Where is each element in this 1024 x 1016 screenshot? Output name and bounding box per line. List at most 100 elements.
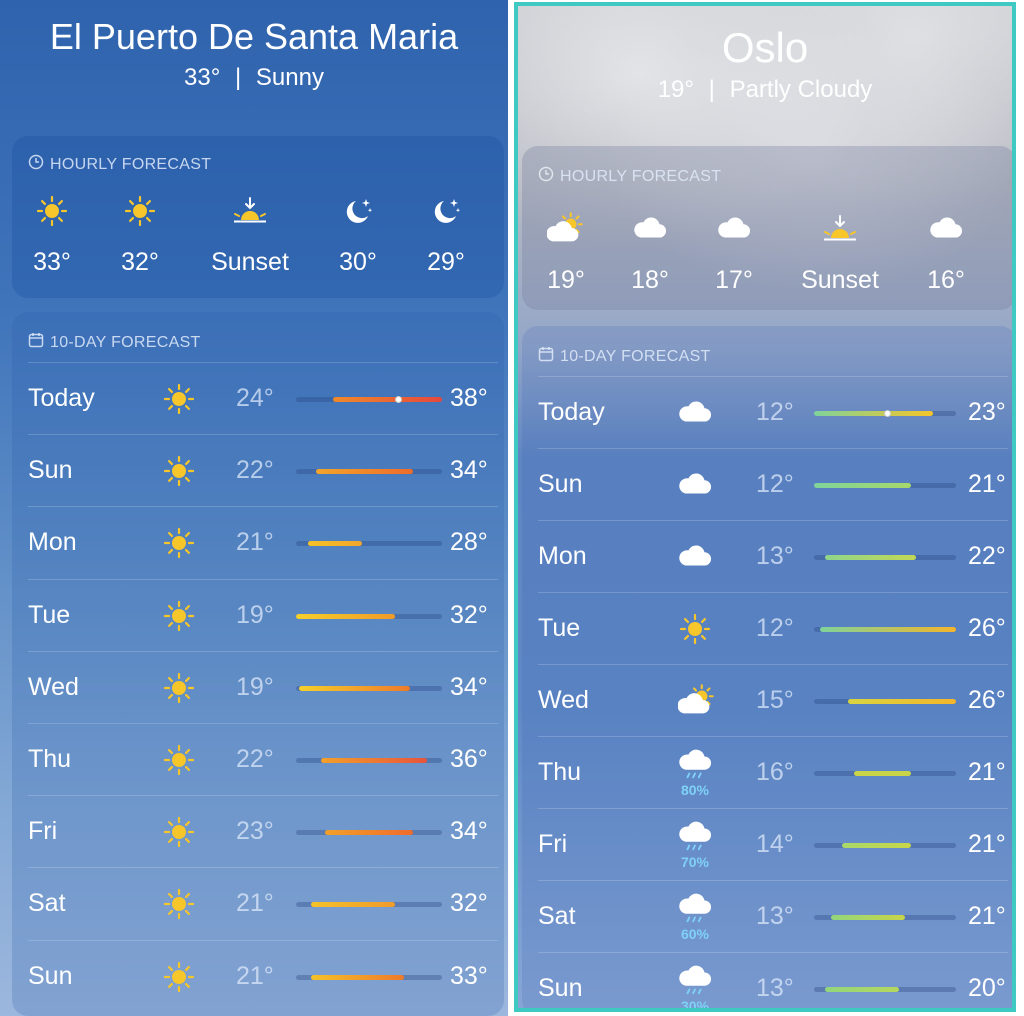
weather-panel-left: El Puerto De Santa Maria 33° | Sunny HOU… — [0, 0, 508, 1016]
temp-range-track — [296, 613, 442, 619]
temp-range-track — [296, 396, 442, 403]
daily-row[interactable]: Mon 21° 28° — [28, 506, 498, 578]
calendar-icon — [28, 332, 44, 353]
clock-icon — [538, 166, 554, 187]
daily-row[interactable]: Sun 30% 13° 20° — [538, 952, 1008, 1008]
partly-cloudy-icon — [531, 212, 601, 246]
hourly-label: 16° — [927, 266, 965, 294]
temp-range-track — [814, 699, 956, 704]
low-temp: 19° — [236, 600, 274, 629]
temp-range-bar — [831, 915, 905, 920]
low-temp: 24° — [236, 384, 274, 412]
daily-row[interactable]: Today 24° 38° — [28, 362, 498, 434]
hourly-item: 19° — [531, 212, 601, 295]
daily-row[interactable]: Thu 80% 16° 21° — [538, 736, 1008, 808]
high-temp: 20° — [968, 974, 1006, 1002]
row-divider — [538, 880, 1008, 881]
low-temp: 12° — [756, 398, 794, 426]
hourly-label: 18° — [631, 266, 669, 294]
cloud-rain-icon — [678, 964, 714, 1000]
daily-row[interactable]: Sat 60% 13° 21° — [538, 880, 1008, 952]
temp-range-track — [814, 627, 956, 632]
low-temp: 23° — [236, 817, 274, 846]
row-divider — [538, 808, 1008, 809]
high-temp: 21° — [968, 758, 1006, 786]
partly-cloudy-icon — [677, 684, 714, 720]
temp-range-track — [296, 469, 442, 475]
daily-row[interactable]: Thu 22° 36° — [28, 723, 498, 795]
temp-range-track — [814, 410, 956, 417]
sun-icon — [162, 960, 198, 996]
high-temp: 21° — [968, 830, 1006, 858]
daily-row[interactable]: Fri 23° 34° — [28, 795, 498, 867]
cloud-icon — [615, 212, 685, 246]
day-label: Thu — [538, 758, 582, 786]
day-label: Tue — [538, 614, 581, 642]
hourly-item: 33° — [17, 194, 87, 277]
daily-row[interactable]: Wed 19° 34° — [28, 650, 498, 723]
temp-range-track — [814, 555, 956, 560]
hourly-forecast-card[interactable]: HOURLY FORECAST 19° 18° 17° Sunset 16° — [522, 146, 1012, 310]
daily-row[interactable]: Tue 19° 32° — [28, 578, 498, 651]
temp-range-bar — [298, 685, 410, 691]
temp-range-track — [296, 758, 442, 763]
daily-row[interactable]: Sun 22° 34° — [28, 434, 498, 506]
low-temp: 13° — [756, 974, 794, 1002]
daily-row[interactable]: Tue 12° 26° — [538, 592, 1008, 664]
low-temp: 22° — [236, 745, 274, 773]
temp-range-track — [296, 830, 442, 836]
sun-icon — [162, 382, 198, 418]
hourly-forecast-card[interactable]: HOURLY FORECAST 33° 32° Sunset 30° 29° — [12, 136, 504, 298]
city-name: Oslo — [721, 24, 809, 71]
ten-day-forecast-card[interactable]: 10-DAY FORECAST Today 12° 23° Sun 12° 21° Mon 1… — [522, 326, 1012, 1008]
hourly-label: 29° — [427, 248, 465, 276]
sun-icon — [105, 194, 175, 228]
low-temp: 12° — [756, 470, 794, 498]
daily-row[interactable]: Today 12° 23° — [538, 376, 1008, 448]
current-conditions: 33° | Sunny — [0, 64, 508, 92]
sunset-icon — [785, 212, 895, 246]
low-temp: 12° — [756, 614, 794, 642]
daily-row[interactable]: Sun 21° 33° — [28, 939, 498, 1012]
daily-row[interactable]: Fri 70% 14° 21° — [538, 808, 1008, 880]
separator: | — [235, 64, 242, 91]
temp-range-bar — [307, 541, 362, 547]
temp-range-bar — [310, 902, 396, 908]
sun-icon — [162, 526, 198, 562]
row-divider — [28, 362, 498, 363]
current-conditions: 19° | Partly Cloudy — [518, 76, 1012, 104]
cloud-icon — [678, 396, 714, 432]
hourly-label: 19° — [547, 266, 585, 294]
sun-icon — [162, 887, 198, 923]
sun-icon — [678, 612, 714, 648]
cloud-icon — [911, 212, 981, 246]
cloud-rain-icon — [678, 748, 714, 784]
day-label: Mon — [538, 542, 587, 570]
current-temp: 19° — [657, 76, 694, 103]
row-divider — [28, 578, 498, 580]
temp-range-bar — [853, 771, 911, 776]
row-divider — [538, 664, 1008, 665]
temp-range-track — [296, 902, 442, 908]
sun-icon — [17, 194, 87, 228]
daily-row[interactable]: Wed 15° 26° — [538, 664, 1008, 736]
daily-row[interactable]: Sun 12° 21° — [538, 448, 1008, 520]
temp-range-track — [814, 843, 956, 848]
day-label: Sat — [28, 889, 66, 918]
precip-chance: 80% — [680, 782, 710, 798]
temp-range-bar — [825, 555, 917, 560]
ten-day-forecast-card[interactable]: 10-DAY FORECAST Today 24° 38° Sun 22° 34° Mon 2… — [12, 312, 504, 1016]
daily-row[interactable]: Sat 21° 32° — [28, 867, 498, 939]
current-temp-marker — [884, 410, 892, 417]
low-temp: 19° — [236, 672, 274, 701]
day-label: Fri — [28, 817, 58, 846]
row-divider — [538, 376, 1008, 377]
sunset-icon — [195, 194, 305, 228]
day-label: Mon — [28, 528, 77, 557]
temp-range-bar — [320, 758, 428, 763]
hourly-label: Sunset — [801, 266, 879, 294]
day-label: Sun — [28, 456, 73, 485]
daily-row[interactable]: Mon 13° 22° — [538, 520, 1008, 592]
row-divider — [28, 795, 498, 797]
row-divider — [28, 867, 498, 869]
